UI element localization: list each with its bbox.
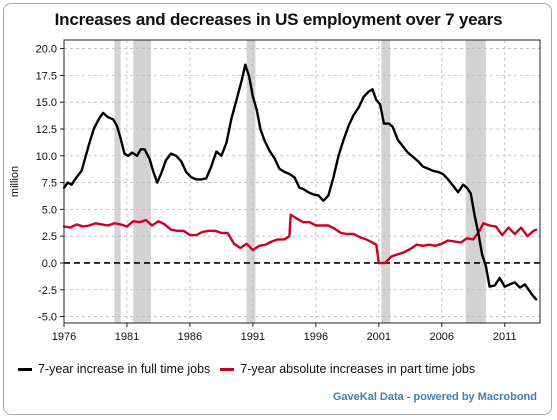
chart-title: Increases and decreases in US employment… <box>54 10 503 29</box>
y-tick-label-0: -5.0 <box>38 312 57 324</box>
y-tick-label-1: -2.5 <box>38 285 57 297</box>
y-axis-ticks: -5.0 -2.5 0.0 2.5 5.0 7.5 10.0 12.5 15.0 17.5 20.0 <box>36 44 64 324</box>
x-tick-label-1: 1981 <box>115 331 139 343</box>
recession-bands <box>114 40 486 323</box>
source-credit: GaveKal Data - powered by Macrobond <box>332 391 537 403</box>
x-tick-label-5: 2001 <box>367 331 391 343</box>
x-axis-ticks: 1976 1981 1986 1991 1996 2001 2006 2011 <box>52 323 517 343</box>
legend-item-full-time: 7-year increase in full time jobs <box>18 362 210 376</box>
y-tick-label-8: 15.0 <box>36 97 57 109</box>
series-lines <box>62 63 538 301</box>
recession-band-1 <box>133 40 151 323</box>
legend: 7-year increase in full time jobs 7-year… <box>18 362 475 376</box>
x-tick-label-6: 2006 <box>430 331 454 343</box>
x-tick-label-2: 1986 <box>178 331 202 343</box>
x-tick-label-4: 1996 <box>304 331 328 343</box>
y-tick-label-4: 5.0 <box>42 204 57 216</box>
y-tick-label-5: 7.5 <box>42 178 57 190</box>
recession-band-4 <box>465 40 486 323</box>
x-tick-label-7: 2011 <box>493 331 517 343</box>
x-tick-label-3: 1991 <box>241 331 265 343</box>
y-tick-label-10: 20.0 <box>36 44 57 56</box>
legend-label-full-time: 7-year increase in full time jobs <box>38 362 211 376</box>
recession-band-3 <box>381 40 391 323</box>
legend-label-part-time: 7-year absolute increases in part time j… <box>240 362 476 376</box>
legend-item-part-time: 7-year absolute increases in part time j… <box>220 362 475 376</box>
y-tick-label-7: 12.5 <box>36 124 57 136</box>
y-tick-label-3: 2.5 <box>42 231 57 243</box>
recession-band-0 <box>114 40 121 323</box>
y-tick-label-2: 0.0 <box>42 258 57 270</box>
series-line-full-time <box>62 63 538 301</box>
y-tick-label-9: 17.5 <box>36 70 57 82</box>
y-axis-label: million <box>9 166 21 197</box>
recession-band-2 <box>246 40 256 323</box>
x-tick-label-0: 1976 <box>52 331 76 343</box>
legend-swatch-part-time <box>220 367 235 371</box>
plot-area-border <box>63 39 541 324</box>
legend-swatch-full-time <box>18 367 32 371</box>
y-tick-label-6: 10.0 <box>36 151 57 163</box>
series-line-part-time <box>62 213 538 265</box>
